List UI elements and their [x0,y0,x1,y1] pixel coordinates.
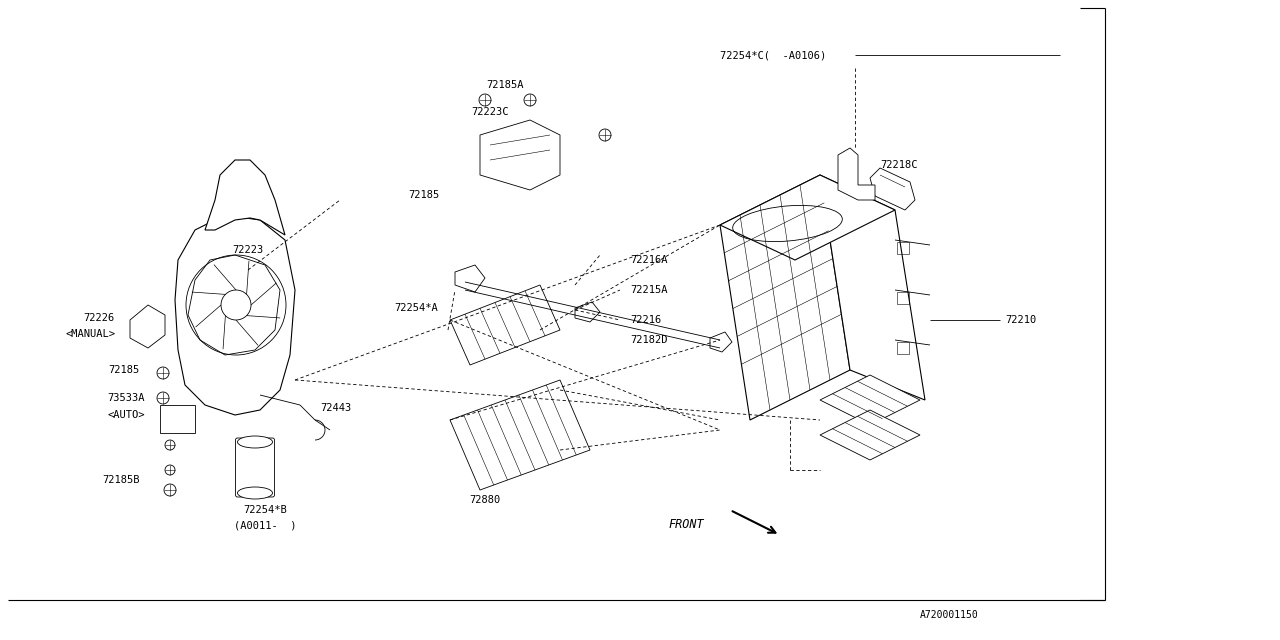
FancyBboxPatch shape [236,438,274,497]
Polygon shape [710,332,732,352]
Text: <AUTO>: <AUTO> [108,410,145,420]
Text: 72254*B: 72254*B [243,505,287,515]
Text: 72880: 72880 [470,495,500,505]
Text: 72185: 72185 [408,190,440,200]
Polygon shape [820,410,920,460]
Polygon shape [820,175,925,400]
Text: 73533A: 73533A [108,393,145,403]
Polygon shape [820,375,920,425]
Polygon shape [721,175,850,420]
Text: A720001150: A720001150 [920,610,979,620]
Polygon shape [454,265,485,292]
Bar [897,242,909,254]
Polygon shape [451,380,590,490]
Circle shape [164,484,177,496]
Text: (A0011-  ): (A0011- ) [234,521,296,531]
Bar [160,405,195,433]
Polygon shape [451,285,561,365]
Text: <MANUAL>: <MANUAL> [65,329,115,339]
Polygon shape [175,215,294,415]
Polygon shape [480,120,561,190]
Polygon shape [205,160,285,235]
Circle shape [479,94,492,106]
Ellipse shape [238,436,273,448]
Polygon shape [575,302,600,322]
Text: 72218C: 72218C [881,160,918,170]
Text: 72215A: 72215A [630,285,667,295]
Text: 72223C: 72223C [471,107,508,117]
Text: 72182D: 72182D [630,335,667,345]
Text: 72226: 72226 [83,313,115,323]
Text: 72210: 72210 [1005,315,1037,325]
Circle shape [165,440,175,450]
Ellipse shape [238,487,273,499]
Circle shape [157,367,169,379]
Text: FRONT: FRONT [668,518,704,531]
Circle shape [599,129,611,141]
Text: 72223: 72223 [233,245,264,255]
Polygon shape [188,255,280,355]
Circle shape [165,465,175,475]
Text: 72216: 72216 [630,315,662,325]
Text: 72254*A: 72254*A [394,303,438,313]
Polygon shape [131,305,165,348]
Text: 72185: 72185 [109,365,140,375]
Circle shape [524,94,536,106]
Text: 72185B: 72185B [102,475,140,485]
Circle shape [157,392,169,404]
Bar [897,342,909,354]
Polygon shape [721,175,895,260]
Text: 72185A: 72185A [486,80,524,90]
Polygon shape [870,168,915,210]
Text: 72254*C(  -A0106): 72254*C( -A0106) [721,50,827,60]
Text: 72443: 72443 [320,403,351,413]
Bar [897,292,909,304]
Text: 72216A: 72216A [630,255,667,265]
Polygon shape [838,148,876,200]
